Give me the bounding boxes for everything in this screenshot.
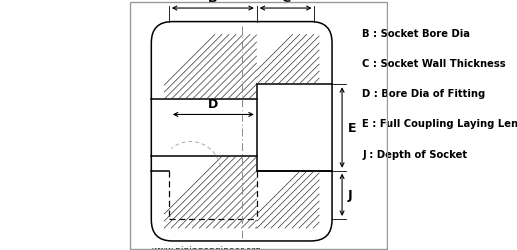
Text: J : Depth of Socket: J : Depth of Socket — [362, 149, 467, 159]
FancyBboxPatch shape — [151, 22, 332, 241]
Text: B: B — [208, 0, 218, 5]
Text: E : Full Coupling Laying Length: E : Full Coupling Laying Length — [362, 119, 517, 129]
Text: C : Socket Wall Thickness: C : Socket Wall Thickness — [362, 59, 506, 69]
Text: J: J — [348, 188, 353, 202]
Text: B : Socket Bore Dia: B : Socket Bore Dia — [362, 29, 470, 39]
Text: D: D — [208, 98, 219, 111]
Text: www.pipingengineer.org: www.pipingengineer.org — [151, 245, 261, 250]
Text: E: E — [348, 122, 357, 134]
Text: D : Bore Dia of Fitting: D : Bore Dia of Fitting — [362, 89, 485, 99]
Text: C: C — [281, 0, 290, 5]
